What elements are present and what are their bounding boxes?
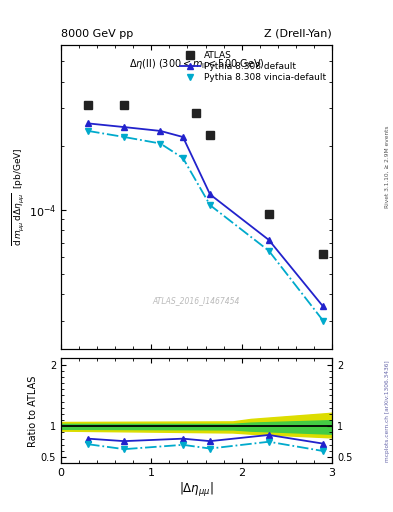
Pythia 8.308 vincia-default: [321, 317, 325, 324]
Line: ATLAS: ATLAS: [84, 101, 327, 258]
Pythia 8.308 vincia-default: [208, 202, 212, 208]
Pythia 8.308 vincia-default: [86, 128, 90, 134]
ATLAS: [266, 211, 271, 218]
ATLAS: [194, 110, 199, 116]
Pythia 8.308 vincia-default: [181, 155, 185, 161]
Pythia 8.308 default: [208, 191, 212, 198]
Pythia 8.308 default: [158, 128, 163, 134]
Pythia 8.308 default: [181, 134, 185, 140]
Pythia 8.308 default: [266, 237, 271, 243]
Pythia 8.308 vincia-default: [122, 134, 127, 140]
Text: Rivet 3.1.10, ≥ 2.9M events: Rivet 3.1.10, ≥ 2.9M events: [385, 125, 389, 208]
Legend: ATLAS, Pythia 8.308 default, Pythia 8.308 vincia-default: ATLAS, Pythia 8.308 default, Pythia 8.30…: [178, 49, 328, 84]
Text: 8000 GeV pp: 8000 GeV pp: [61, 29, 133, 39]
X-axis label: $|\Delta\eta_{\mu\mu}|$: $|\Delta\eta_{\mu\mu}|$: [179, 481, 214, 499]
Text: Z (Drell-Yan): Z (Drell-Yan): [264, 29, 332, 39]
Pythia 8.308 vincia-default: [158, 140, 163, 146]
Text: mcplots.cern.ch [arXiv:1306.3436]: mcplots.cern.ch [arXiv:1306.3436]: [385, 360, 389, 462]
Line: Pythia 8.308 vincia-default: Pythia 8.308 vincia-default: [85, 128, 326, 324]
Pythia 8.308 default: [321, 303, 325, 309]
Y-axis label: $\mathsf{d}^2\sigma$
$\overline{\mathsf{d}\,m_{\mu\mu}\,\mathsf{d}\Delta\eta_{\m: $\mathsf{d}^2\sigma$ $\overline{\mathsf{…: [0, 147, 26, 246]
Text: $\Delta\eta(\mathrm{ll})\ (300 < m_\mathrm{ll} < 500\ \mathrm{GeV})$: $\Delta\eta(\mathrm{ll})\ (300 < m_\math…: [129, 57, 264, 71]
Pythia 8.308 vincia-default: [266, 248, 271, 254]
Line: Pythia 8.308 default: Pythia 8.308 default: [85, 120, 326, 310]
Text: ATLAS_2016_I1467454: ATLAS_2016_I1467454: [153, 296, 240, 305]
ATLAS: [122, 102, 127, 109]
Pythia 8.308 default: [122, 124, 127, 130]
ATLAS: [208, 132, 212, 138]
ATLAS: [321, 251, 325, 257]
Pythia 8.308 default: [86, 120, 90, 126]
Y-axis label: Ratio to ATLAS: Ratio to ATLAS: [28, 375, 38, 446]
ATLAS: [86, 102, 90, 109]
